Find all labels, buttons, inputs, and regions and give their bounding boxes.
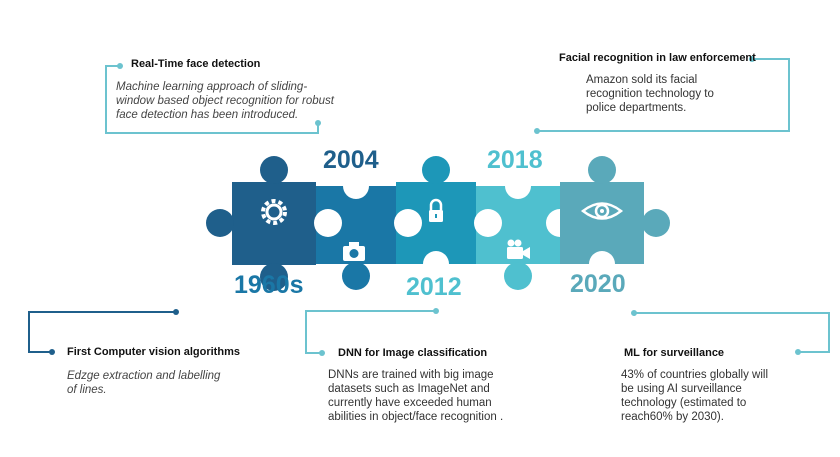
connector-dot: [173, 309, 179, 315]
year-2020: 2020: [570, 270, 626, 298]
connector-dot: [315, 120, 321, 126]
gear-icon: [261, 199, 287, 225]
connector-ml: [634, 312, 830, 353]
connector-dot: [319, 350, 325, 356]
body-line: Machine learning approach of sliding-: [116, 81, 308, 93]
connector-dot: [795, 349, 801, 355]
connector-dot: [117, 63, 123, 69]
body-line: reach60% by 2030).: [621, 411, 724, 423]
milestone-ml-title: ML for surveillance: [624, 347, 725, 359]
connector-dot: [49, 349, 55, 355]
milestone-ml-body: 43% of countries globally will be using …: [621, 368, 821, 424]
body-line: 43% of countries globally will: [621, 369, 769, 381]
puzzle-piece-2018: [474, 173, 574, 290]
camera-icon: [343, 242, 365, 261]
connector-dnn: [305, 310, 436, 354]
milestone-law-body: Amazon sold its facial recognition techn…: [586, 73, 786, 115]
milestone-dnn-body: DNNs are trained with big image datasets…: [328, 368, 548, 424]
milestone-dnn-title: DNN for Image classification: [338, 347, 488, 359]
lock-icon: [429, 198, 443, 222]
body-line: be using AI surveillance: [621, 383, 742, 395]
body-line: face detection has been introduced.: [116, 109, 299, 121]
body-line: of lines.: [67, 384, 107, 396]
milestone-law-title: Facial recognition in law enforcement: [559, 52, 756, 64]
connector-first-cv: [28, 311, 176, 353]
body-line: DNNs are trained with big image: [328, 369, 494, 381]
body-line: abilities in object/face recognition .: [328, 411, 504, 423]
year-2012: 2012: [406, 273, 462, 301]
body-line: window based object recognition for robu…: [116, 95, 334, 107]
connector-dot: [534, 128, 540, 134]
body-line: currently have exceeded human: [328, 397, 492, 409]
body-line: Edzge extraction and labelling: [67, 370, 221, 382]
milestone-first-cv-body: Edzge extraction and labelling of lines.: [67, 369, 267, 397]
body-line: Amazon sold its facial: [586, 74, 698, 86]
year-1960s: 1960s: [234, 271, 304, 299]
body-line: recognition technology to: [586, 88, 714, 100]
connector-realtime: [105, 65, 319, 134]
body-line: police departments.: [586, 102, 687, 114]
body-line: technology (estimated to: [621, 397, 747, 409]
year-2004: 2004: [323, 146, 379, 174]
milestone-title: Real-Time face detection: [131, 58, 261, 70]
year-2018: 2018: [487, 146, 543, 174]
connector-dot: [749, 56, 755, 62]
connector-dot: [433, 308, 439, 314]
puzzle-piece-2020: [560, 156, 670, 277]
milestone-realtime-body: Machine learning approach of sliding- wi…: [116, 80, 376, 122]
connector-dot: [631, 310, 637, 316]
eye-icon: [580, 202, 624, 220]
milestone-first-cv-title: First Computer vision algorithms: [67, 346, 240, 358]
video-camera-icon: [507, 239, 530, 259]
body-line: datasets such as ImageNet and: [328, 383, 490, 395]
connector-law: [537, 58, 790, 132]
milestone-realtime: Real-Time face detection: [131, 58, 260, 70]
